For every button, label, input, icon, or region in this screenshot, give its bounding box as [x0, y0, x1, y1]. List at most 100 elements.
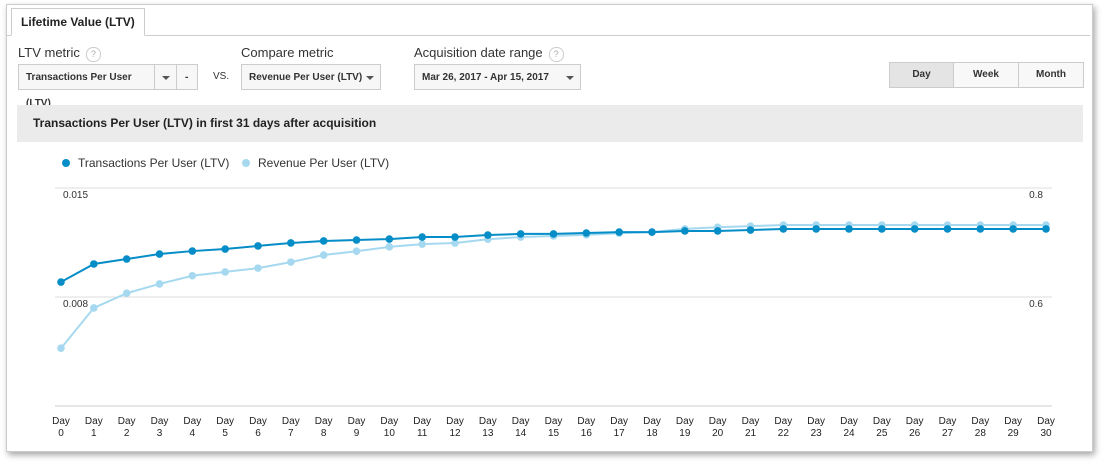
data-point	[254, 264, 262, 272]
data-point	[90, 260, 98, 268]
legend-label: Transactions Per User (LTV)	[78, 156, 229, 170]
data-point	[681, 227, 689, 235]
data-point	[549, 230, 558, 238]
data-point	[319, 237, 328, 245]
y2-tick-label: 0.8	[1029, 190, 1043, 201]
data-point	[385, 235, 394, 243]
x-tick-label: Day 7	[281, 416, 300, 439]
x-tick-label: Day 6	[249, 416, 267, 439]
vs-label: VS.	[213, 71, 230, 82]
data-point	[155, 250, 164, 258]
x-tick-label: Day 25	[872, 416, 891, 439]
data-point	[910, 225, 919, 233]
x-tick-label: Day 22	[774, 416, 793, 439]
x-tick-label: Day 9	[347, 416, 366, 439]
x-tick-label: Day 17	[610, 416, 629, 439]
x-tick-label: Day 5	[216, 416, 235, 439]
x-tick-label: Day 1	[84, 416, 103, 439]
data-point	[484, 231, 492, 239]
data-point	[155, 280, 164, 288]
data-point	[451, 239, 459, 247]
data-point	[516, 230, 525, 238]
data-point	[582, 229, 591, 237]
y2-tick-label: 0.6	[1029, 299, 1043, 310]
x-tick-label: Day 19	[675, 416, 694, 439]
data-point	[418, 233, 426, 241]
x-tick-label: Day 12	[446, 416, 464, 439]
data-point	[122, 255, 131, 263]
x-tick-label: Day 27	[938, 416, 957, 439]
data-point	[615, 228, 623, 236]
data-point	[352, 247, 361, 256]
data-point	[812, 225, 820, 233]
data-point	[57, 344, 65, 353]
data-point	[845, 225, 853, 233]
data-point	[221, 268, 229, 276]
tab[interactable]: Lifetime Value (LTV)	[11, 8, 145, 36]
remove-button[interactable]: -	[176, 64, 198, 90]
data-point	[878, 225, 886, 233]
x-tick-label: Day 10	[380, 416, 399, 439]
x-tick-label: Day 26	[905, 416, 924, 439]
data-point	[1009, 225, 1017, 233]
data-point	[90, 304, 98, 312]
legend-marker	[242, 159, 250, 167]
data-point	[943, 225, 952, 233]
data-point	[1042, 225, 1050, 233]
compare-dropdown[interactable]: Revenue Per User (LTV)	[241, 64, 381, 90]
x-tick-label: Day 2	[117, 416, 136, 439]
data-point	[319, 251, 328, 259]
x-tick-label: Day 11	[413, 416, 432, 439]
data-point	[57, 278, 65, 286]
x-tick-label: Day 29	[1004, 416, 1023, 439]
compare-label: Compare metric	[241, 45, 334, 60]
data-point	[287, 239, 295, 247]
x-tick-label: Day 14	[511, 416, 530, 439]
x-tick-label: Day 8	[314, 416, 333, 439]
series-line	[60, 224, 1046, 349]
x-tick-label: Day 20	[708, 416, 727, 439]
x-tick-label: Day 30	[1037, 416, 1055, 439]
x-tick-label: Day 4	[183, 416, 202, 439]
help-icon[interactable]: ?	[548, 47, 564, 62]
data-point	[254, 242, 262, 250]
x-tick-label: Day 21	[741, 416, 760, 439]
x-tick-label: Day 13	[478, 416, 497, 439]
week-button[interactable]: Week	[953, 62, 1019, 88]
x-tick-label: Day 23	[807, 416, 826, 439]
data-point	[779, 225, 788, 233]
legend-marker	[62, 159, 70, 167]
date-dropdown[interactable]: Mar 26, 2017 - Apr 15, 2017	[414, 64, 581, 90]
data-point	[287, 258, 295, 266]
dropdown-text: Revenue Per User (LTV)	[249, 72, 363, 83]
x-tick-label: Day 28	[971, 416, 990, 439]
data-point	[451, 233, 459, 241]
label-text: LTV metric	[18, 45, 80, 60]
metric-label: LTV metric?	[18, 45, 101, 62]
data-point	[385, 243, 394, 251]
x-tick-label: Day 15	[544, 416, 563, 439]
day-button[interactable]: Day	[889, 62, 954, 88]
x-tick-label: Day 24	[840, 416, 858, 439]
data-point	[976, 225, 985, 233]
data-point	[122, 289, 131, 297]
x-tick-label: Day 3	[150, 416, 169, 439]
data-point	[418, 240, 426, 248]
chart-title: Transactions Per User (LTV) in first 31 …	[17, 105, 1083, 142]
x-tick-label: Day 16	[577, 416, 596, 439]
label-text: Acquisition date range	[414, 45, 543, 60]
data-point	[648, 228, 656, 236]
data-point	[221, 245, 229, 253]
x-tick-label: Day 18	[643, 416, 661, 439]
y-tick-label: 0.015	[63, 190, 88, 201]
x-tick-label: Day 0	[52, 416, 70, 439]
data-point	[352, 236, 361, 244]
tab-line	[7, 35, 1090, 36]
help-icon[interactable]: ?	[85, 47, 101, 62]
month-button[interactable]: Month	[1018, 62, 1084, 88]
data-point	[188, 247, 197, 255]
granularity-buttons: Day Week Month	[889, 62, 1084, 88]
data-point	[713, 227, 722, 235]
